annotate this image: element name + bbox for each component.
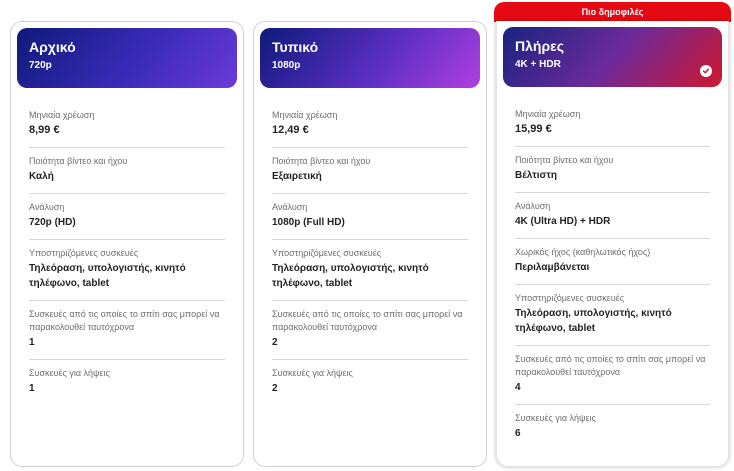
feature-row-resolution: Ανάλυση 4K (Ultra HD) + HDR [515,193,710,239]
feature-label: Συσκευές από τις οποίες το σπίτι σας μπο… [515,354,706,377]
feature-row-downloads: Συσκευές για λήψεις 2 [272,360,468,405]
feature-label: Συσκευές από τις οποίες το σπίτι σας μπο… [272,309,463,332]
plan-header-standard[interactable]: Τυπικό 1080p [260,28,480,88]
feature-row-simultaneous: Συσκευές από τις οποίες το σπίτι σας μπο… [272,301,468,360]
plan-header-basic[interactable]: Αρχικό 720p [17,28,237,88]
plan-features: Μηνιαία χρέωση 12,49 € Ποιότητα βίντεο κ… [260,102,480,405]
plan-features: Μηνιαία χρέωση 8,99 € Ποιότητα βίντεο κα… [17,102,237,405]
feature-value: 720p (HD) [29,217,76,228]
feature-label: Μηνιαία χρέωση [29,110,95,120]
feature-row-resolution: Ανάλυση 720p (HD) [29,194,225,240]
feature-value: 2 [272,383,278,394]
feature-value: Εξαιρετική [272,171,322,182]
plan-features: Μηνιαία χρέωση 15,99 € Ποιότητα βίντεο κ… [503,101,722,450]
plan-name: Πλήρες [515,38,565,54]
feature-label: Συσκευές για λήψεις [515,413,596,423]
feature-row-simultaneous: Συσκευές από τις οποίες το σπίτι σας μπο… [515,346,710,405]
feature-value: 12,49 € [272,124,309,136]
plan-resolution-tag: 1080p [272,60,301,71]
feature-value: Τηλεόραση, υπολογιστής, κινητό τηλέφωνο,… [272,263,429,289]
plan-resolution-tag: 4K + HDR [515,59,561,70]
feature-row-devices: Υποστηριζόμενες συσκευές Τηλεόραση, υπολ… [515,285,710,346]
feature-value: Βέλτιστη [515,170,557,181]
feature-value: 1080p (Full HD) [272,217,345,228]
feature-label: Συσκευές για λήψεις [29,368,110,378]
feature-row-downloads: Συσκευές για λήψεις 1 [29,360,225,405]
feature-value: Καλή [29,171,54,182]
plan-header-premium[interactable]: Πλήρες 4K + HDR [503,27,722,87]
feature-value: 1 [29,337,35,348]
plan-name: Αρχικό [29,39,76,55]
plan-card-standard[interactable]: Τυπικό 1080p Μηνιαία χρέωση 12,49 € Ποιό… [253,21,487,467]
feature-row-resolution: Ανάλυση 1080p (Full HD) [272,194,468,240]
feature-row-downloads: Συσκευές για λήψεις 6 [515,405,710,450]
feature-row-quality: Ποιότητα βίντεο και ήχου Καλή [29,148,225,194]
feature-value: Τηλεόραση, υπολογιστής, κινητό τηλέφωνο,… [515,308,672,334]
feature-row-devices: Υποστηριζόμενες συσκευές Τηλεόραση, υπολ… [272,240,468,301]
feature-label: Μηνιαία χρέωση [272,110,338,120]
feature-row-price: Μηνιαία χρέωση 8,99 € [29,102,225,148]
most-popular-badge: Πιο δημοφιλές [494,2,731,22]
feature-row-price: Μηνιαία χρέωση 12,49 € [272,102,468,148]
plan-resolution-tag: 720p [29,60,52,71]
feature-label: Ποιότητα βίντεο και ήχου [29,156,128,166]
feature-row-quality: Ποιότητα βίντεο και ήχου Βέλτιστη [515,147,710,193]
feature-label: Ανάλυση [29,202,65,212]
feature-label: Ανάλυση [515,201,551,211]
feature-value: 8,99 € [29,124,60,136]
feature-value: 4 [515,382,521,393]
feature-label: Συσκευές από τις οποίες το σπίτι σας μπο… [29,309,220,332]
feature-label: Χωρικός ήχος (καθηλωτικός ήχος) [515,247,651,257]
feature-row-price: Μηνιαία χρέωση 15,99 € [515,101,710,147]
feature-row-spatial-audio: Χωρικός ήχος (καθηλωτικός ήχος) Περιλαμβ… [515,239,710,285]
feature-value: 1 [29,383,35,394]
feature-label: Ανάλυση [272,202,308,212]
feature-value: 6 [515,428,521,439]
feature-label: Υποστηριζόμενες συσκευές [272,248,382,258]
feature-label: Ποιότητα βίντεο και ήχου [515,155,614,165]
feature-label: Υποστηριζόμενες συσκευές [515,293,625,303]
feature-label: Υποστηριζόμενες συσκευές [29,248,139,258]
feature-row-quality: Ποιότητα βίντεο και ήχου Εξαιρετική [272,148,468,194]
feature-label: Μηνιαία χρέωση [515,109,581,119]
feature-label: Συσκευές για λήψεις [272,368,353,378]
plan-card-premium[interactable]: Πλήρες 4K + HDR Μηνιαία χρέωση 15,99 € Π… [496,21,729,467]
check-circle-icon [700,65,712,77]
feature-value: 2 [272,337,278,348]
feature-value: Περιλαμβάνεται [515,262,590,273]
plan-card-basic[interactable]: Αρχικό 720p Μηνιαία χρέωση 8,99 € Ποιότη… [10,21,244,467]
feature-value: Τηλεόραση, υπολογιστής, κινητό τηλέφωνο,… [29,263,186,289]
feature-label: Ποιότητα βίντεο και ήχου [272,156,371,166]
plan-name: Τυπικό [272,39,319,55]
feature-value: 15,99 € [515,123,552,135]
feature-row-simultaneous: Συσκευές από τις οποίες το σπίτι σας μπο… [29,301,225,360]
feature-value: 4K (Ultra HD) + HDR [515,216,611,227]
feature-row-devices: Υποστηριζόμενες συσκευές Τηλεόραση, υπολ… [29,240,225,301]
